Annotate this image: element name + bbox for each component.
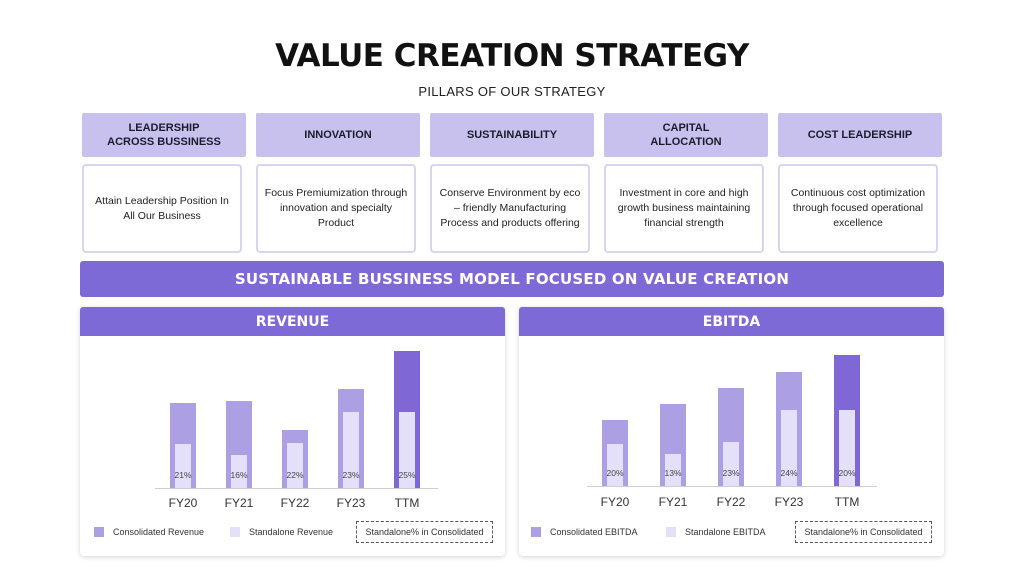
- x-tick-label: FY23: [337, 496, 366, 510]
- data-label: 24%: [780, 468, 797, 478]
- bar-standalone: [607, 444, 623, 486]
- page-subtitle: PILLARS OF OUR STRATEGY: [418, 84, 606, 99]
- pillar-heading: COST LEADERSHIP: [778, 113, 942, 157]
- data-label: 20%: [606, 468, 623, 478]
- legend-swatch: [230, 527, 240, 537]
- x-tick-label: FY23: [775, 495, 804, 509]
- data-label: 16%: [230, 470, 247, 480]
- pillar-description: Attain Leadership Position In All Our Bu…: [82, 164, 242, 253]
- legend-item-consolidated: Consolidated Revenue: [94, 527, 204, 537]
- x-tick-label: TTM: [395, 496, 420, 510]
- panel-title: REVENUE: [80, 307, 505, 336]
- pillar-heading: SUSTAINABILITY: [430, 113, 594, 157]
- bar-standalone: [343, 412, 359, 488]
- pillar-heading: CAPITAL ALLOCATION: [604, 113, 768, 157]
- data-label: 23%: [722, 468, 739, 478]
- ebitda-chart: 20% FY20 13% FY21 23% FY22 24% FY23 20% TTM: [587, 355, 877, 509]
- bar-standalone: [781, 410, 797, 486]
- bar-standalone: [287, 443, 303, 488]
- pillar-heading: LEADERSHIP ACROSS BUSSINESS: [82, 113, 246, 157]
- legend-item-standalone: Standalone EBITDA: [666, 527, 766, 537]
- x-tick-label: FY20: [169, 496, 198, 510]
- bar-standalone: [231, 455, 247, 488]
- legend-box: Standalone% in Consolidated: [356, 521, 493, 543]
- chart-legend: Consolidated Revenue Standalone Revenue …: [80, 521, 505, 547]
- pillar-capital-allocation: CAPITAL ALLOCATION Investment in core an…: [604, 113, 768, 255]
- bar-standalone: [399, 412, 415, 488]
- x-tick-label: TTM: [835, 495, 860, 509]
- pillar-sustainability: SUSTAINABILITY Conserve Environment by e…: [430, 113, 594, 255]
- legend-label: Consolidated EBITDA: [550, 527, 638, 537]
- x-tick-label: FY21: [659, 495, 688, 509]
- legend-item-standalone: Standalone Revenue: [230, 527, 333, 537]
- panel-title: EBITDA: [519, 307, 944, 336]
- data-label: 25%: [398, 470, 415, 480]
- data-label: 21%: [174, 470, 191, 480]
- pillar-description: Investment in core and high growth busin…: [604, 164, 764, 253]
- pillar-innovation: INNOVATION Focus Premiumization through …: [256, 113, 420, 255]
- pillar-description: Continuous cost optimization through foc…: [778, 164, 938, 253]
- pillar-description: Conserve Environment by eco – friendly M…: [430, 164, 590, 253]
- bar-standalone: [723, 442, 739, 486]
- pillar-leadership: LEADERSHIP ACROSS BUSSINESS Attain Leade…: [82, 113, 246, 255]
- data-label: 13%: [664, 468, 681, 478]
- bar-standalone: [175, 444, 191, 488]
- legend-box: Standalone% in Consolidated: [795, 521, 932, 543]
- pillar-cost-leadership: COST LEADERSHIP Continuous cost optimiza…: [778, 113, 942, 255]
- legend-label: Standalone Revenue: [249, 527, 334, 537]
- x-tick-label: FY22: [717, 495, 746, 509]
- revenue-chart: 21% FY20 16% FY21 22% FY22 23% FY23 25% TTM: [155, 351, 438, 510]
- data-label: 22%: [286, 470, 303, 480]
- revenue-panel: REVENUE 21% FY20 16% FY21 22% FY22 23% FY23 25% T…: [80, 307, 505, 556]
- legend-label: Standalone EBITDA: [685, 527, 766, 537]
- strategy-pillars: LEADERSHIP ACROSS BUSSINESS Attain Leade…: [82, 113, 942, 255]
- data-label: 20%: [838, 468, 855, 478]
- legend-swatch: [94, 527, 104, 537]
- bar-standalone: [839, 410, 855, 486]
- bar-standalone: [665, 454, 681, 486]
- page-title: VALUE CREATION STRATEGY: [275, 38, 749, 74]
- pillar-heading: INNOVATION: [256, 113, 420, 157]
- chart-legend: Consolidated EBITDA Standalone EBITDA St…: [519, 521, 944, 547]
- value-creation-banner: SUSTAINABLE BUSSINESS MODEL FOCUSED ON V…: [80, 261, 944, 297]
- pillar-description: Focus Premiumization through innovation …: [256, 164, 416, 253]
- legend-label: Consolidated Revenue: [113, 527, 205, 537]
- x-tick-label: FY20: [601, 495, 630, 509]
- legend-item-consolidated: Consolidated EBITDA: [531, 527, 638, 537]
- x-tick-label: FY22: [281, 496, 310, 510]
- x-tick-label: FY21: [225, 496, 254, 510]
- legend-swatch: [666, 527, 676, 537]
- ebitda-panel: EBITDA 20% FY20 13% FY21 23% FY22 24% FY23 20% TT…: [519, 307, 944, 556]
- data-label: 23%: [342, 470, 359, 480]
- legend-swatch: [531, 527, 541, 537]
